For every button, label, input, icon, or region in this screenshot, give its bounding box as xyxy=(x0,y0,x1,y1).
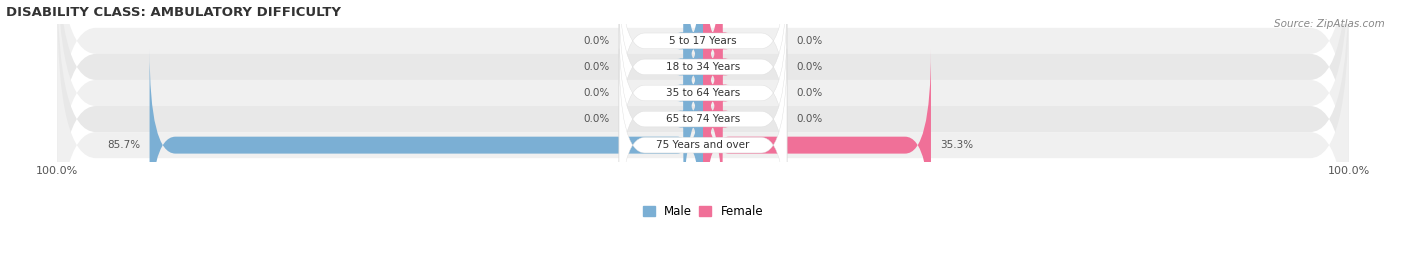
Text: 35 to 64 Years: 35 to 64 Years xyxy=(666,88,740,98)
FancyBboxPatch shape xyxy=(619,0,787,189)
FancyBboxPatch shape xyxy=(696,0,728,137)
Text: 0.0%: 0.0% xyxy=(583,88,609,98)
Text: 0.0%: 0.0% xyxy=(583,62,609,72)
FancyBboxPatch shape xyxy=(58,2,1348,268)
FancyBboxPatch shape xyxy=(619,23,787,215)
FancyBboxPatch shape xyxy=(678,0,710,137)
Text: 0.0%: 0.0% xyxy=(797,62,823,72)
FancyBboxPatch shape xyxy=(696,0,728,189)
FancyBboxPatch shape xyxy=(619,0,787,163)
Text: 85.7%: 85.7% xyxy=(107,140,139,150)
FancyBboxPatch shape xyxy=(696,23,728,215)
FancyBboxPatch shape xyxy=(58,0,1348,236)
FancyBboxPatch shape xyxy=(678,0,710,163)
Text: 65 to 74 Years: 65 to 74 Years xyxy=(666,114,740,124)
Text: 0.0%: 0.0% xyxy=(797,36,823,46)
Text: 18 to 34 Years: 18 to 34 Years xyxy=(666,62,740,72)
FancyBboxPatch shape xyxy=(149,49,703,241)
FancyBboxPatch shape xyxy=(58,0,1348,210)
Text: 0.0%: 0.0% xyxy=(797,88,823,98)
Text: 35.3%: 35.3% xyxy=(941,140,974,150)
FancyBboxPatch shape xyxy=(58,0,1348,262)
Text: 0.0%: 0.0% xyxy=(583,36,609,46)
Text: 5 to 17 Years: 5 to 17 Years xyxy=(669,36,737,46)
Legend: Male, Female: Male, Female xyxy=(643,205,763,218)
Text: 0.0%: 0.0% xyxy=(583,114,609,124)
Text: DISABILITY CLASS: AMBULATORY DIFFICULTY: DISABILITY CLASS: AMBULATORY DIFFICULTY xyxy=(6,6,340,18)
Text: 0.0%: 0.0% xyxy=(797,114,823,124)
FancyBboxPatch shape xyxy=(678,23,710,215)
FancyBboxPatch shape xyxy=(678,0,710,189)
Text: 75 Years and over: 75 Years and over xyxy=(657,140,749,150)
FancyBboxPatch shape xyxy=(619,0,787,137)
Text: Source: ZipAtlas.com: Source: ZipAtlas.com xyxy=(1274,19,1385,29)
FancyBboxPatch shape xyxy=(619,49,787,242)
FancyBboxPatch shape xyxy=(696,0,728,163)
FancyBboxPatch shape xyxy=(703,49,931,241)
FancyBboxPatch shape xyxy=(58,0,1348,184)
